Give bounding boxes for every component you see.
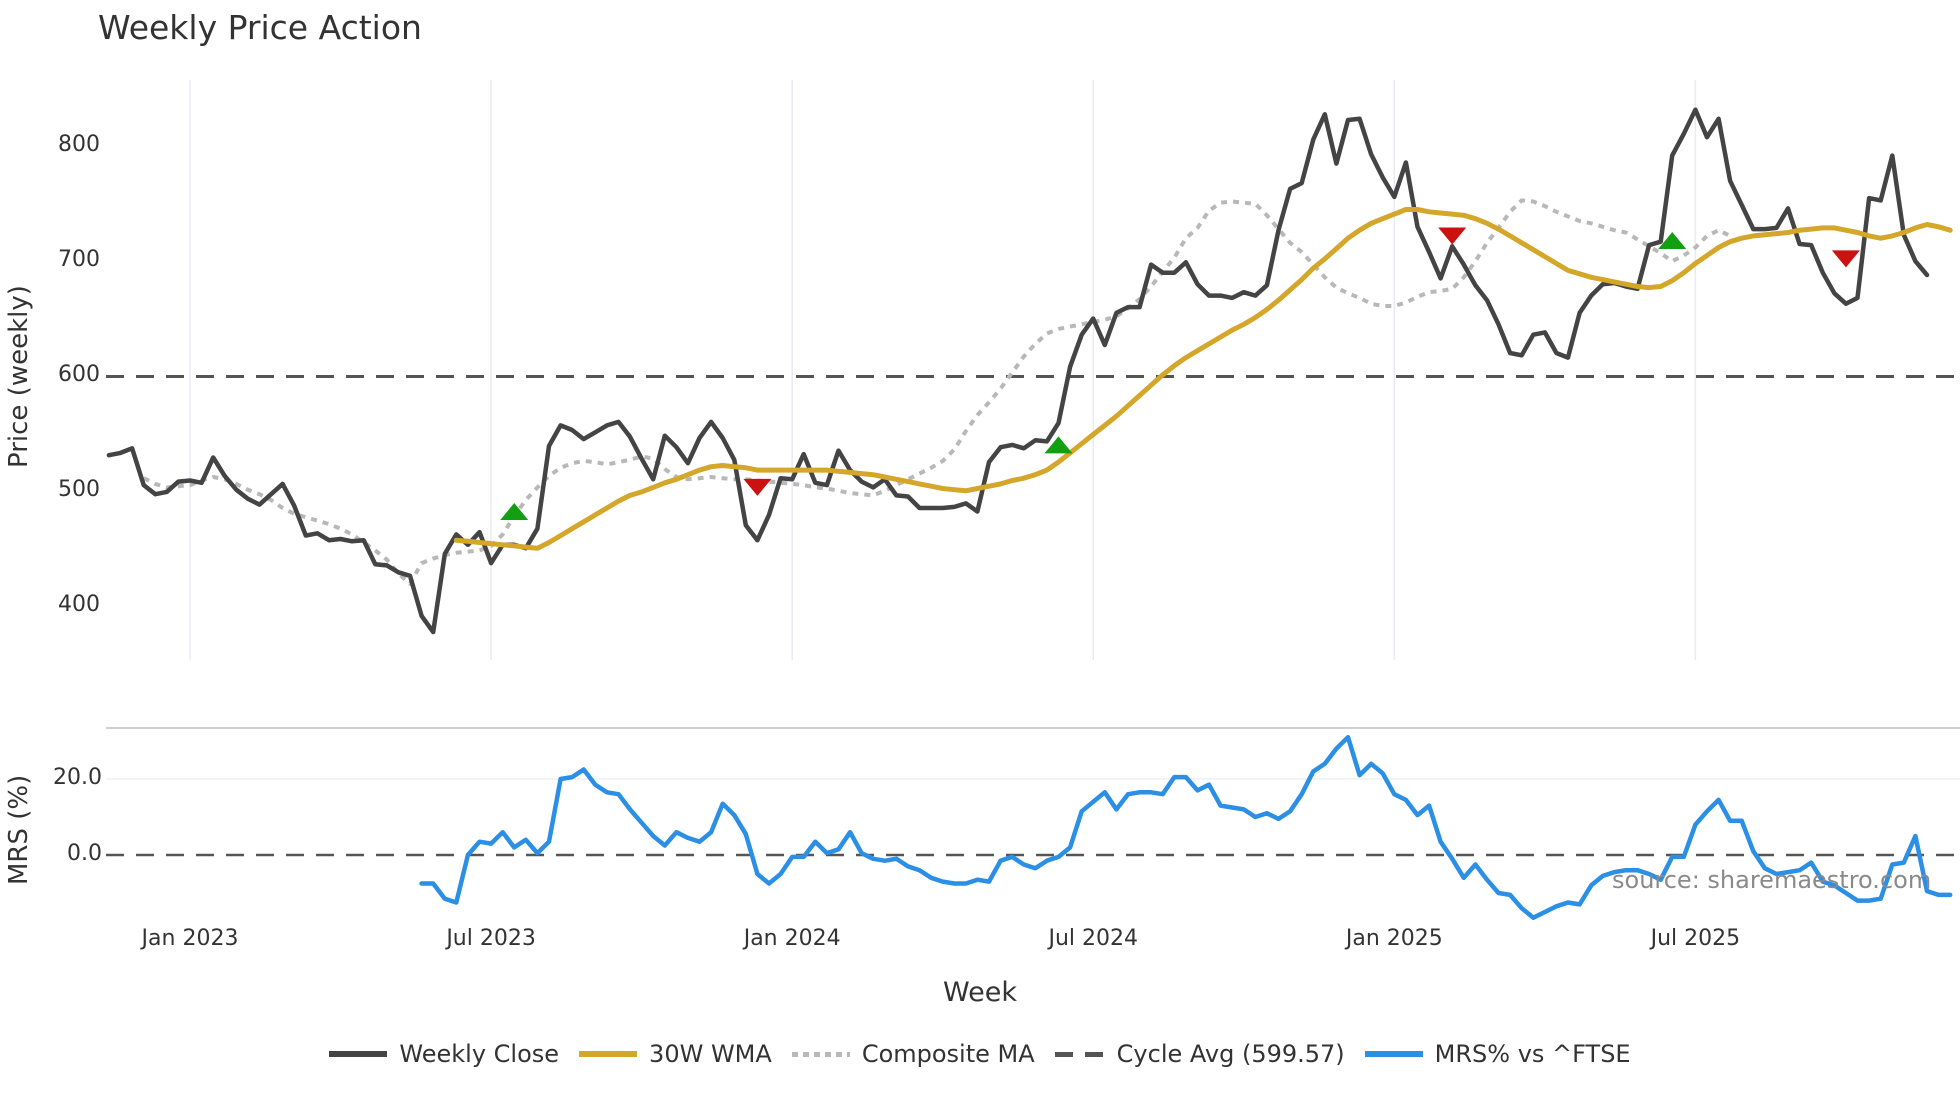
mrs-tick-label: 0.0: [67, 841, 102, 866]
legend-label: MRS% vs ^FTSE: [1434, 1040, 1631, 1068]
gridlines: [106, 80, 1960, 780]
buy-signal-icon: [1044, 436, 1073, 454]
mrs-tick-label: 20.0: [53, 765, 102, 790]
legend-label: Weekly Close: [399, 1040, 560, 1068]
price-tick-label: 600: [58, 362, 100, 387]
signal-markers: [500, 227, 1860, 520]
legend-item-cycle-avg[interactable]: Cycle Avg (599.57): [1054, 1040, 1345, 1068]
legend-label: 30W WMA: [649, 1040, 772, 1068]
mrs-line: [419, 734, 1953, 920]
price-tick-label: 500: [58, 476, 100, 502]
mrs-axis-label: MRS (%): [4, 774, 34, 885]
legend-item-30w-wma[interactable]: 30W WMA: [579, 1040, 772, 1068]
legend-item-mrs[interactable]: MRS% vs ^FTSE: [1364, 1040, 1631, 1068]
dashed-line-swatch-icon: [1054, 1051, 1105, 1057]
price-tick-label: 800: [58, 132, 100, 158]
x-tick-label: Jul 2023: [446, 926, 536, 951]
composite-ma-line: [142, 198, 1731, 586]
price-tick-label: 400: [58, 591, 100, 617]
buy-signal-icon: [1658, 232, 1687, 250]
legend-label: Composite MA: [861, 1040, 1035, 1068]
sell-signal-icon: [1438, 227, 1467, 245]
legend-item-weekly-close[interactable]: Weekly Close: [329, 1040, 559, 1068]
line-swatch-icon: [329, 1051, 388, 1057]
source-watermark: source: sharemaestro.com: [1612, 866, 1932, 894]
dotted-line-swatch-icon: [791, 1051, 850, 1057]
x-tick-label: Jan 2025: [1345, 926, 1443, 951]
sell-signal-icon: [1831, 250, 1860, 268]
x-tick-label: Jan 2023: [141, 926, 239, 951]
x-tick-label: Jan 2024: [743, 926, 841, 951]
mrs-plot: [106, 734, 1960, 920]
price-plot: [106, 107, 1960, 635]
legend-label: Cycle Avg (599.57): [1116, 1040, 1345, 1068]
buy-signal-icon: [500, 502, 529, 520]
wma-line: [453, 207, 1953, 551]
chart-title: Weekly Price Action: [98, 8, 422, 47]
x-axis-label: Week: [943, 977, 1017, 1008]
line-swatch-icon: [579, 1051, 638, 1057]
line-swatch-icon: [1364, 1051, 1423, 1057]
weekly-close-line: [106, 107, 1930, 635]
price-axis-label: Price (weekly): [4, 285, 34, 468]
x-tick-label: Jul 2025: [1650, 926, 1741, 951]
legend: Weekly Close 30W WMA Composite MA Cycle …: [0, 1036, 1960, 1072]
x-tick-label: Jul 2024: [1048, 926, 1138, 951]
sell-signal-icon: [743, 478, 772, 496]
price-tick-label: 700: [58, 247, 100, 273]
legend-item-composite-ma[interactable]: Composite MA: [791, 1040, 1035, 1068]
